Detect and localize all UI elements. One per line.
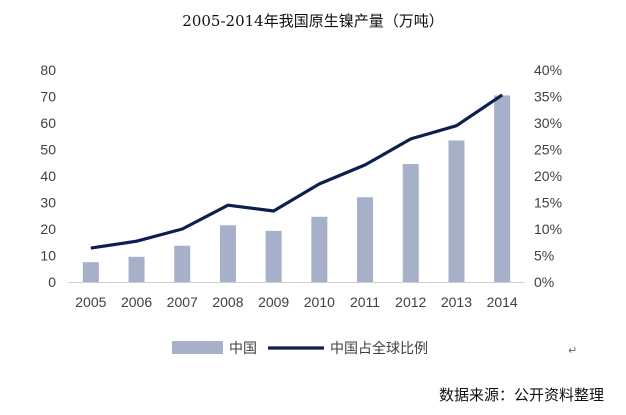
x-tick-label: 2014 [487,294,518,310]
legend-label-bar: 中国 [229,341,257,357]
right-tick-label: 35% [534,89,562,105]
right-tick-label: 0% [534,274,554,290]
left-tick-label: 70 [40,89,56,105]
left-tick-label: 0 [48,274,56,290]
right-tick-label: 25% [534,142,562,158]
x-tick-label: 2007 [167,294,198,310]
right-axis: 0% 5% 10% 15% 20% 25% 30% 35% 40% [534,62,562,290]
right-tick-label: 30% [534,115,562,131]
bar [448,140,465,282]
x-tick-label: 2009 [258,294,289,310]
bar [402,164,419,282]
left-tick-label: 50 [40,142,56,158]
x-tick-label: 2005 [75,294,106,310]
legend-label-line: 中国占全球比例 [330,340,428,357]
bar [82,262,99,282]
x-tick-label: 2010 [304,294,335,310]
bar [219,225,236,282]
left-axis: 0 10 20 30 40 50 60 70 80 [40,62,56,290]
bar-series [82,95,511,282]
right-tick-label: 40% [534,62,562,78]
right-tick-label: 15% [534,195,562,211]
bar [357,197,374,282]
x-tick-label: 2013 [441,294,472,310]
right-tick-label: 5% [534,248,554,264]
source-note: 数据来源：公开资料整理 [438,386,604,404]
right-tick-label: 20% [534,168,562,184]
left-tick-label: 60 [40,115,56,131]
left-tick-label: 80 [40,62,56,78]
x-tick-label: 2011 [350,294,380,310]
x-axis: 2005 2006 2007 2008 2009 2010 2011 2012 2013 2014 [75,294,518,310]
x-tick-label: 2012 [395,294,426,310]
left-tick-label: 40 [40,168,56,184]
right-tick-label: 10% [534,221,562,237]
bar [128,256,145,282]
bar [265,230,282,282]
bar [494,95,511,282]
bar [174,245,191,282]
x-tick-label: 2008 [212,294,243,310]
left-tick-label: 10 [40,248,56,264]
legend: 中国 中国占全球比例 [172,340,428,357]
chart-title: 2005-2014年我国原生镍产量（万吨） [182,12,444,30]
left-tick-label: 20 [40,221,56,237]
line-series [90,93,504,250]
legend-swatch-bar [172,341,223,354]
paragraph-mark: ↵ [568,344,578,357]
x-tick-label: 2006 [121,294,152,310]
bar [311,216,328,282]
left-tick-label: 30 [40,195,56,211]
